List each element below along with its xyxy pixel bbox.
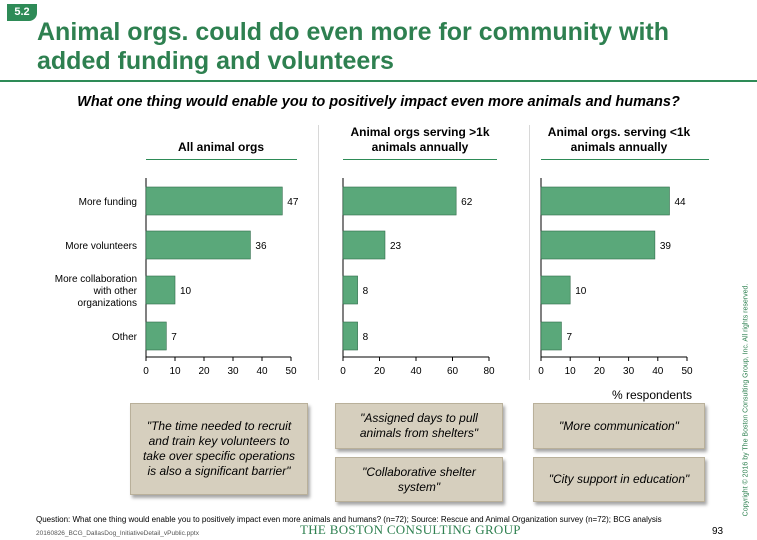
panel-3-title-line: animals annually xyxy=(570,140,668,154)
bar-value-label: 39 xyxy=(660,241,672,252)
category-label: More collaboration xyxy=(55,274,137,285)
quote-note-1: "The time needed to recruit and train ke… xyxy=(130,403,308,495)
bar xyxy=(145,186,283,216)
footer-filename: 20160826_BCG_DallasDog_InitiativeDetail_… xyxy=(36,530,199,537)
panel-3-title: Animal orgs. serving <1k animals annuall… xyxy=(529,125,709,155)
panel-separator xyxy=(529,125,530,380)
x-tick-label: 40 xyxy=(410,366,422,377)
x-tick-label: 0 xyxy=(340,366,346,377)
bar-value-label: 36 xyxy=(255,241,267,252)
x-tick-label: 0 xyxy=(538,366,544,377)
copyright-text: Copyright © 2016 by The Boston Consultin… xyxy=(742,283,750,517)
x-tick-label: 20 xyxy=(374,366,386,377)
bar xyxy=(342,275,358,305)
bar xyxy=(540,321,562,351)
bar xyxy=(342,321,358,351)
bar-value-label: 8 xyxy=(363,286,369,297)
bar xyxy=(145,275,176,305)
x-tick-label: 10 xyxy=(169,366,181,377)
x-tick-label: 30 xyxy=(227,366,239,377)
panel-3-title-rule xyxy=(541,159,709,160)
bar xyxy=(540,186,670,216)
x-axis-unit-label: % respondents xyxy=(612,388,693,402)
panel-separator xyxy=(318,125,319,380)
quote-note-3: "Collaborative shelter system" xyxy=(335,457,503,502)
x-tick-label: 0 xyxy=(143,366,149,377)
bar-value-label: 62 xyxy=(461,197,473,208)
panel-2-title-line: animals annually xyxy=(371,140,469,154)
panel-3-title-line: Animal orgs. serving <1k xyxy=(547,125,691,139)
category-label: organizations xyxy=(78,298,137,309)
panel-2-title: Animal orgs serving >1k animals annually xyxy=(330,125,510,155)
bcg-logo: THE BOSTON CONSULTING GROUP xyxy=(300,522,521,537)
category-label: with other xyxy=(93,286,138,297)
bar-value-label: 44 xyxy=(674,197,686,208)
x-tick-label: 10 xyxy=(565,366,577,377)
bar-value-label: 7 xyxy=(566,332,572,343)
x-tick-label: 40 xyxy=(652,366,664,377)
panel-1-title-rule xyxy=(146,159,297,160)
bar xyxy=(540,275,571,305)
x-tick-label: 80 xyxy=(483,366,495,377)
category-label: More volunteers xyxy=(65,241,137,252)
bar xyxy=(342,230,386,260)
bar xyxy=(540,230,656,260)
panel-2-title-rule xyxy=(343,159,497,160)
bar xyxy=(145,230,251,260)
x-tick-label: 50 xyxy=(285,366,297,377)
bar-value-label: 23 xyxy=(390,241,402,252)
title-divider xyxy=(0,80,757,82)
bar-value-label: 8 xyxy=(363,332,369,343)
bar-value-label: 10 xyxy=(575,286,587,297)
category-label: More funding xyxy=(79,197,137,208)
category-label: Other xyxy=(112,332,138,343)
bar xyxy=(342,186,457,216)
x-tick-label: 40 xyxy=(256,366,268,377)
footer-source: Question: What one thing would enable yo… xyxy=(36,515,662,524)
quote-note-2: "Assigned days to pull animals from shel… xyxy=(335,403,503,449)
quote-note-5: "City support in education" xyxy=(533,457,705,502)
quote-note-4: "More communication" xyxy=(533,403,705,449)
bar-value-label: 47 xyxy=(287,197,299,208)
page-title: Animal orgs. could do even more for comm… xyxy=(37,18,670,75)
panel-1-title-line: All animal orgs xyxy=(177,140,265,154)
x-tick-label: 20 xyxy=(594,366,606,377)
page-number: 93 xyxy=(712,526,724,537)
x-tick-label: 20 xyxy=(198,366,210,377)
survey-question: What one thing would enable you to posit… xyxy=(77,94,680,110)
x-tick-label: 60 xyxy=(447,366,459,377)
bar-value-label: 7 xyxy=(171,332,177,343)
panel-1-title: All animal orgs xyxy=(146,140,296,155)
panel-2-title-line: Animal orgs serving >1k xyxy=(350,125,490,139)
x-tick-label: 50 xyxy=(681,366,693,377)
bar-value-label: 10 xyxy=(180,286,192,297)
x-tick-label: 30 xyxy=(623,366,635,377)
bar xyxy=(145,321,167,351)
section-badge: 5.2 xyxy=(7,4,37,21)
